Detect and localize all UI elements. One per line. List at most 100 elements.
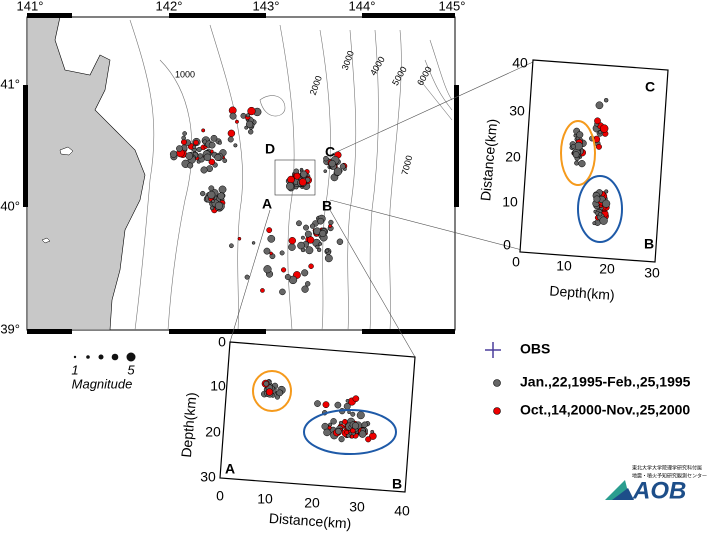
event-2000: [594, 117, 601, 125]
event-2000: [342, 418, 348, 425]
y-axis-label: Depth(km): [178, 392, 200, 459]
event-1995: [330, 418, 337, 425]
event-1995: [209, 205, 215, 211]
event-1995: [288, 243, 296, 251]
lon-label: 144°: [349, 0, 376, 13]
y-tick: 40: [512, 55, 528, 71]
event-2000: [365, 436, 372, 443]
event-2000: [280, 267, 287, 273]
point-label: B: [322, 198, 332, 214]
event-1995: [578, 160, 586, 168]
event-1995: [197, 153, 203, 159]
event-1995: [176, 145, 183, 152]
lon-label: 145°: [439, 0, 466, 13]
frame-bars: [23, 13, 459, 334]
event-2000: [327, 425, 332, 430]
event-1995: [323, 155, 329, 162]
corner-label: B: [644, 236, 654, 252]
event-1995: [210, 134, 218, 142]
event-1995: [300, 235, 305, 240]
event-2000: [193, 139, 199, 146]
corner-label: A: [225, 461, 235, 477]
obs-symbol: [485, 342, 501, 358]
magnitude-label: 5: [127, 362, 135, 377]
event-1995: [335, 428, 342, 435]
contour-label: 1000: [175, 69, 195, 79]
logo-mark: [612, 488, 634, 500]
event-1995: [203, 153, 212, 162]
land: [26, 16, 146, 331]
corner-label: B: [392, 476, 402, 492]
event-1995: [323, 428, 331, 437]
event-1995: [317, 217, 324, 225]
event-1995: [598, 212, 603, 217]
event-2000: [322, 401, 330, 409]
logo-org: 東北大学大学院理学研究科付属: [632, 464, 702, 471]
event-1995: [325, 248, 330, 253]
event-1995: [319, 229, 327, 238]
event-1995: [334, 401, 342, 409]
event-1995: [314, 400, 321, 407]
event-1995: [338, 436, 345, 443]
event-1995: [358, 430, 367, 438]
event-1995: [323, 169, 328, 174]
event-1995: [603, 97, 609, 103]
event-2000: [237, 236, 242, 241]
lon-label: 143°: [253, 0, 280, 13]
lat-label: 41°: [0, 76, 20, 91]
corner-label: C: [645, 79, 655, 95]
point-label: C: [325, 144, 335, 160]
event-1995: [347, 410, 351, 414]
magnitude-label: 1: [71, 362, 78, 377]
x-tick: 20: [599, 261, 615, 277]
event-2000: [352, 395, 360, 402]
event-1995: [339, 163, 346, 170]
event-1995: [300, 247, 306, 253]
zoom-box: [274, 159, 316, 196]
event-1995: [200, 190, 206, 197]
event-1995: [276, 389, 284, 397]
event-1995: [296, 220, 302, 227]
event-2000: [201, 128, 206, 133]
event-1995: [284, 273, 291, 280]
event-1995: [263, 380, 269, 387]
event-1995: [244, 125, 249, 130]
event-1995: [305, 246, 314, 255]
cluster-ellipse: [577, 175, 623, 243]
event-1995: [356, 411, 365, 420]
event-1995: [345, 398, 350, 403]
event-2000: [298, 178, 307, 186]
event-1995: [214, 201, 223, 210]
event-1995: [211, 199, 215, 204]
y-tick: 10: [210, 378, 226, 394]
legend-label: OBS: [520, 341, 550, 357]
event-1995: [214, 153, 222, 161]
x-tick: 10: [556, 258, 572, 274]
lat-label: 39°: [0, 321, 20, 336]
event-1995: [229, 243, 234, 249]
event-1995: [576, 131, 584, 139]
event-1995: [187, 162, 194, 169]
event-1995: [245, 113, 251, 118]
islands: [41, 146, 74, 244]
y-tick: 30: [509, 103, 525, 119]
event-2000: [269, 251, 273, 256]
event-1995: [218, 185, 227, 194]
cluster-ellipse: [252, 370, 292, 412]
event-1995: [598, 130, 603, 135]
cluster-ellipse: [560, 120, 596, 186]
event-2000: [287, 175, 295, 184]
event-1995: [300, 170, 308, 178]
magnitude-dots: [73, 352, 136, 362]
event-1995: [217, 140, 222, 145]
event-2000: [308, 263, 314, 270]
y-tick: 0: [218, 334, 226, 350]
event-1995: [181, 135, 186, 141]
lon-label: 142°: [156, 0, 183, 13]
event-1995: [315, 244, 320, 250]
event-1995: [328, 219, 334, 226]
event-1995: [182, 131, 187, 136]
event-1995: [288, 275, 298, 285]
event-2000: [306, 236, 315, 244]
